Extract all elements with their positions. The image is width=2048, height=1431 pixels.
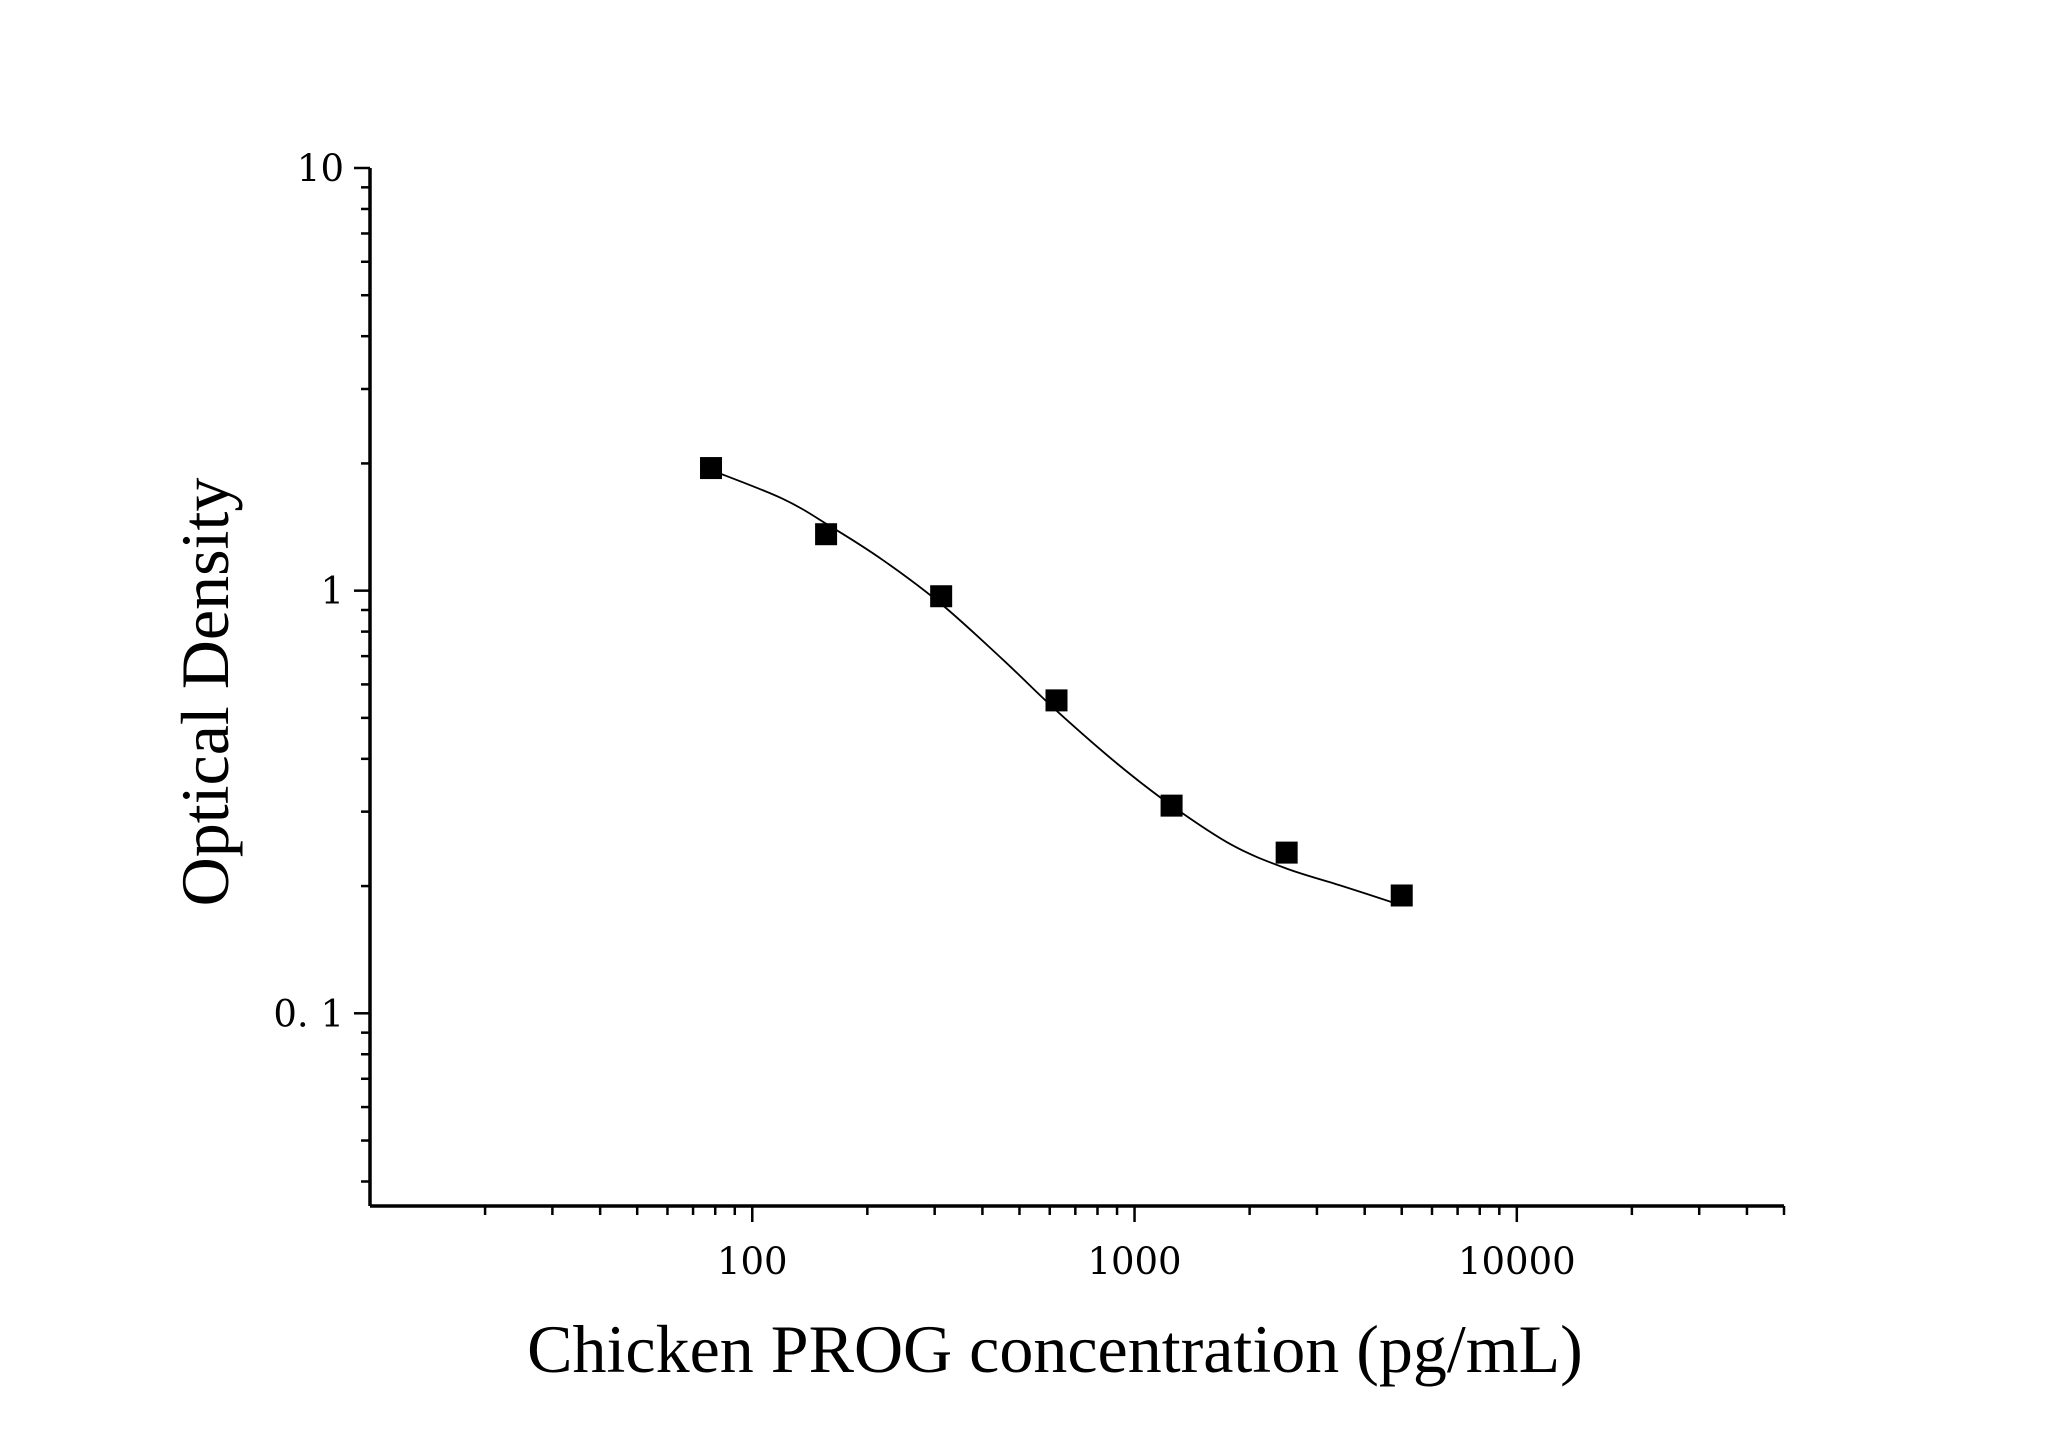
data-point xyxy=(1045,689,1068,712)
fit-curve xyxy=(710,469,1402,907)
x-axis-title: Chicken PROG concentration (pg/mL) xyxy=(527,1311,1583,1387)
y-tick-label: 0. 1 xyxy=(273,992,344,1035)
data-point xyxy=(930,585,953,608)
x-tick-label: 100 xyxy=(717,1240,788,1283)
data-point xyxy=(815,523,838,546)
y-axis-title: Optical Density xyxy=(167,478,243,907)
y-tick-label: 1 xyxy=(320,570,344,613)
data-point xyxy=(1160,794,1183,817)
data-point xyxy=(1390,884,1413,907)
y-tick-label: 10 xyxy=(297,147,344,190)
data-point xyxy=(1275,841,1298,864)
y-ticks: 0. 1 1 10 xyxy=(273,147,370,1183)
data-point xyxy=(700,457,723,480)
x-tick-label: 10000 xyxy=(1458,1240,1576,1283)
x-tick-label: 1000 xyxy=(1087,1240,1181,1283)
axes xyxy=(368,168,1784,1208)
data-points xyxy=(700,457,1413,907)
x-ticks: 100 1000 10000 xyxy=(483,1206,1786,1283)
fit-curve-layer xyxy=(710,469,1402,907)
